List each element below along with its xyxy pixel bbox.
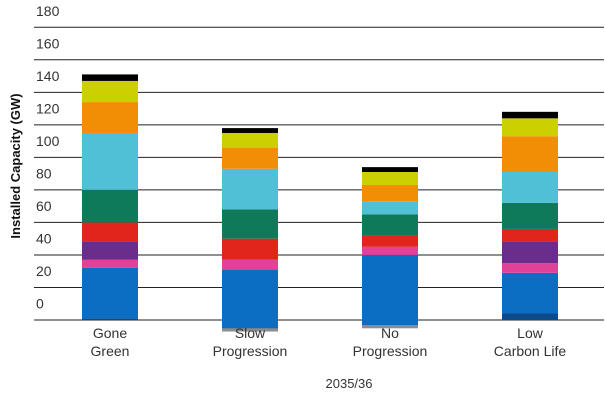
category-label: No (381, 325, 399, 341)
y-tick-label: 140 (36, 68, 60, 84)
bar-segment (222, 259, 278, 270)
y-tick-label: 100 (36, 133, 60, 149)
bar-segment (82, 267, 138, 319)
bar-segment (502, 313, 558, 320)
y-tick-label: 160 (36, 36, 60, 52)
bar-segment (502, 272, 558, 314)
y-axis-label: Installed Capacity (GW) (8, 93, 23, 238)
bar-segment (502, 241, 558, 264)
bar-segment (82, 74, 138, 81)
bar-segment (222, 238, 278, 260)
bar-segment (362, 172, 418, 186)
y-tick-label: 80 (36, 166, 52, 182)
bar-segment (222, 269, 278, 329)
y-tick-label: 20 (36, 263, 52, 279)
bar-segment (502, 172, 558, 203)
bar-segment (502, 118, 558, 137)
bar-segment (82, 241, 138, 260)
category-label: Gone (93, 325, 127, 341)
category-labels: Gone Green Slow Progression No Progression Low… (91, 325, 567, 359)
bar-segment (222, 209, 278, 239)
bar-segment (362, 201, 418, 215)
bar-segment (82, 259, 138, 268)
y-tick-label: 180 (36, 3, 60, 19)
bar-segment (222, 328, 278, 332)
y-tick-labels: 0 20 40 60 80 100 120 140 160 180 (36, 3, 60, 312)
bars (82, 74, 558, 332)
y-tick-label: 120 (36, 101, 60, 117)
category-label: Slow (235, 325, 266, 341)
bar-segment (502, 202, 558, 229)
bar-segment (222, 132, 278, 148)
bar-segment (222, 147, 278, 169)
bar-segment (362, 167, 418, 173)
bar-segment (362, 254, 418, 325)
bar-segment (362, 324, 418, 329)
bar-segment (502, 228, 558, 242)
bar-segment (82, 318, 138, 320)
category-label: Carbon Life (494, 343, 567, 359)
bar-segment (502, 111, 558, 119)
category-label: Progression (213, 343, 288, 359)
y-tick-label: 60 (36, 198, 52, 214)
category-label: Green (91, 343, 130, 359)
bar-segment (82, 189, 138, 223)
bar-segment (502, 136, 558, 173)
category-label: Progression (353, 343, 428, 359)
bar-segment (82, 132, 138, 190)
bar-segment (82, 102, 138, 133)
bar-segment (362, 185, 418, 202)
bar-segment (362, 235, 418, 247)
y-tick-label: 0 (36, 296, 44, 312)
x-axis-label: 2035/36 (326, 376, 373, 391)
bar-segment (502, 263, 558, 273)
bar-segment (362, 214, 418, 236)
bar-segment (222, 128, 278, 133)
bar-segment (82, 80, 138, 103)
y-tick-label: 40 (36, 231, 52, 247)
bar-segment (222, 168, 278, 210)
bar-segment (362, 246, 418, 255)
category-label: Low (517, 325, 544, 341)
bar-segment (82, 222, 138, 242)
